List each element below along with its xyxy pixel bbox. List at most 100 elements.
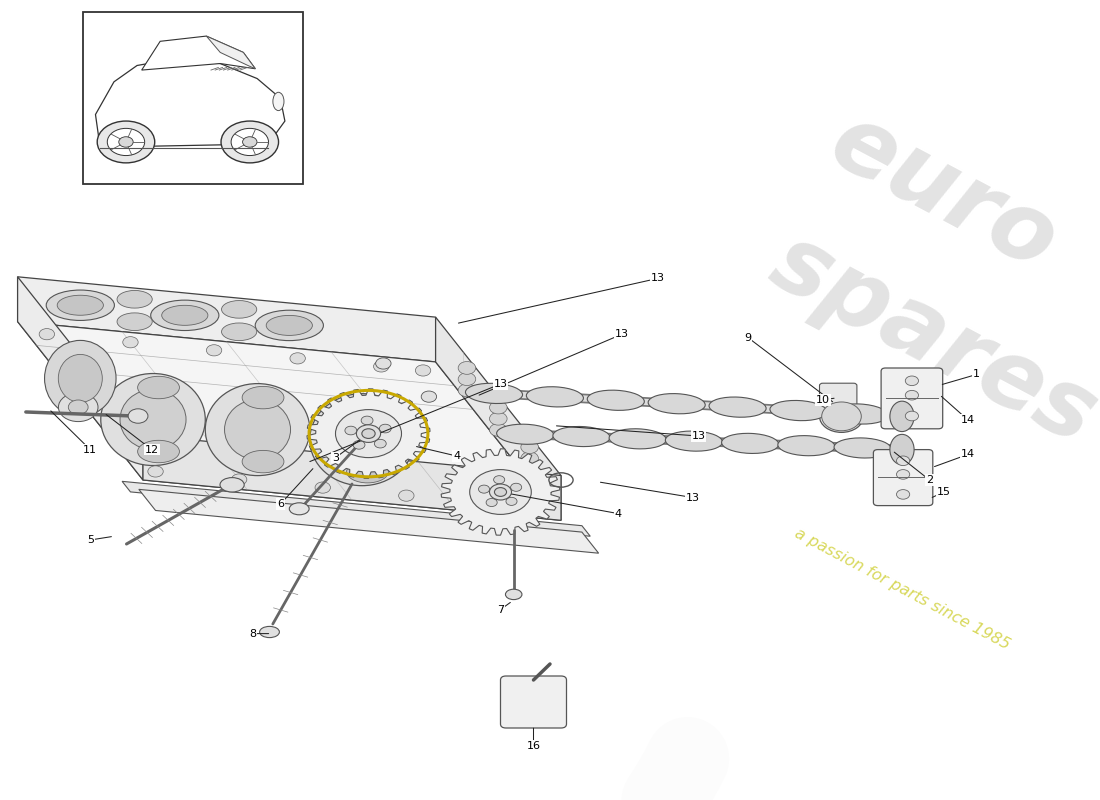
Ellipse shape bbox=[266, 315, 312, 335]
Circle shape bbox=[376, 358, 392, 369]
Circle shape bbox=[128, 409, 147, 423]
Circle shape bbox=[896, 470, 910, 479]
Ellipse shape bbox=[151, 300, 219, 330]
Circle shape bbox=[243, 137, 257, 147]
Circle shape bbox=[506, 498, 517, 506]
Ellipse shape bbox=[57, 295, 103, 315]
Polygon shape bbox=[18, 277, 436, 362]
Bar bbox=[82, 12, 302, 184]
Ellipse shape bbox=[221, 323, 256, 341]
Text: 11: 11 bbox=[84, 445, 97, 454]
Ellipse shape bbox=[496, 424, 553, 444]
Text: 10: 10 bbox=[816, 395, 829, 405]
Text: euro: euro bbox=[815, 96, 1072, 291]
Circle shape bbox=[905, 411, 918, 421]
Circle shape bbox=[822, 402, 861, 430]
Ellipse shape bbox=[117, 290, 152, 308]
Circle shape bbox=[905, 390, 918, 400]
Polygon shape bbox=[139, 490, 598, 554]
Ellipse shape bbox=[162, 306, 208, 326]
Circle shape bbox=[58, 393, 98, 422]
Circle shape bbox=[123, 337, 139, 348]
Ellipse shape bbox=[830, 404, 888, 424]
Ellipse shape bbox=[221, 301, 256, 318]
Circle shape bbox=[290, 353, 306, 364]
Ellipse shape bbox=[465, 383, 522, 403]
Circle shape bbox=[421, 391, 437, 402]
Text: 6: 6 bbox=[277, 499, 284, 509]
Circle shape bbox=[336, 410, 402, 458]
Circle shape bbox=[490, 401, 507, 414]
FancyBboxPatch shape bbox=[500, 676, 566, 728]
Ellipse shape bbox=[45, 341, 117, 416]
Ellipse shape bbox=[117, 313, 152, 330]
Ellipse shape bbox=[329, 410, 395, 470]
Text: 3: 3 bbox=[332, 453, 339, 462]
Circle shape bbox=[345, 426, 356, 435]
Circle shape bbox=[458, 373, 475, 386]
Circle shape bbox=[147, 466, 163, 477]
Circle shape bbox=[521, 452, 539, 465]
Ellipse shape bbox=[710, 397, 766, 418]
Text: 9: 9 bbox=[745, 333, 751, 342]
Text: 13: 13 bbox=[686, 493, 700, 502]
FancyBboxPatch shape bbox=[873, 450, 933, 506]
Circle shape bbox=[482, 498, 497, 510]
Circle shape bbox=[231, 474, 246, 485]
Circle shape bbox=[486, 498, 497, 506]
Circle shape bbox=[896, 456, 910, 466]
Ellipse shape bbox=[138, 440, 179, 462]
Ellipse shape bbox=[890, 434, 914, 465]
Circle shape bbox=[119, 137, 133, 147]
Circle shape bbox=[490, 412, 507, 425]
Ellipse shape bbox=[289, 503, 309, 515]
Circle shape bbox=[494, 476, 505, 484]
Circle shape bbox=[458, 362, 475, 374]
Ellipse shape bbox=[58, 354, 102, 402]
Circle shape bbox=[490, 484, 512, 500]
Circle shape bbox=[207, 345, 222, 356]
Circle shape bbox=[896, 490, 910, 499]
Text: 14: 14 bbox=[961, 415, 975, 425]
Circle shape bbox=[379, 424, 392, 433]
Polygon shape bbox=[307, 389, 430, 478]
Text: 4: 4 bbox=[453, 451, 460, 461]
Circle shape bbox=[231, 128, 268, 155]
Text: 2: 2 bbox=[926, 475, 933, 485]
Ellipse shape bbox=[138, 376, 179, 398]
Circle shape bbox=[40, 329, 55, 340]
Circle shape bbox=[68, 400, 88, 414]
Ellipse shape bbox=[527, 386, 583, 407]
Text: 15: 15 bbox=[937, 487, 950, 497]
Text: 4: 4 bbox=[615, 509, 622, 518]
Polygon shape bbox=[207, 36, 255, 69]
Ellipse shape bbox=[820, 400, 864, 432]
Circle shape bbox=[97, 121, 155, 163]
Text: 16: 16 bbox=[527, 741, 540, 750]
Ellipse shape bbox=[770, 401, 827, 421]
Circle shape bbox=[470, 470, 531, 514]
Ellipse shape bbox=[553, 426, 610, 446]
Ellipse shape bbox=[346, 461, 388, 483]
Polygon shape bbox=[436, 317, 561, 520]
Polygon shape bbox=[18, 277, 143, 480]
Text: 1: 1 bbox=[974, 370, 980, 379]
FancyBboxPatch shape bbox=[820, 383, 857, 412]
Circle shape bbox=[905, 376, 918, 386]
Text: a passion for parts since 1985: a passion for parts since 1985 bbox=[792, 526, 1012, 652]
Circle shape bbox=[521, 463, 539, 476]
Ellipse shape bbox=[220, 478, 244, 492]
Circle shape bbox=[356, 425, 381, 442]
Circle shape bbox=[524, 502, 539, 514]
Ellipse shape bbox=[666, 431, 723, 451]
Ellipse shape bbox=[101, 374, 206, 466]
Text: 13: 13 bbox=[651, 274, 664, 283]
Polygon shape bbox=[441, 449, 560, 535]
Circle shape bbox=[315, 482, 330, 493]
Ellipse shape bbox=[224, 399, 290, 459]
Ellipse shape bbox=[206, 383, 310, 475]
Circle shape bbox=[490, 423, 507, 436]
Text: 12: 12 bbox=[145, 445, 158, 454]
Ellipse shape bbox=[255, 310, 323, 341]
Circle shape bbox=[478, 485, 490, 493]
